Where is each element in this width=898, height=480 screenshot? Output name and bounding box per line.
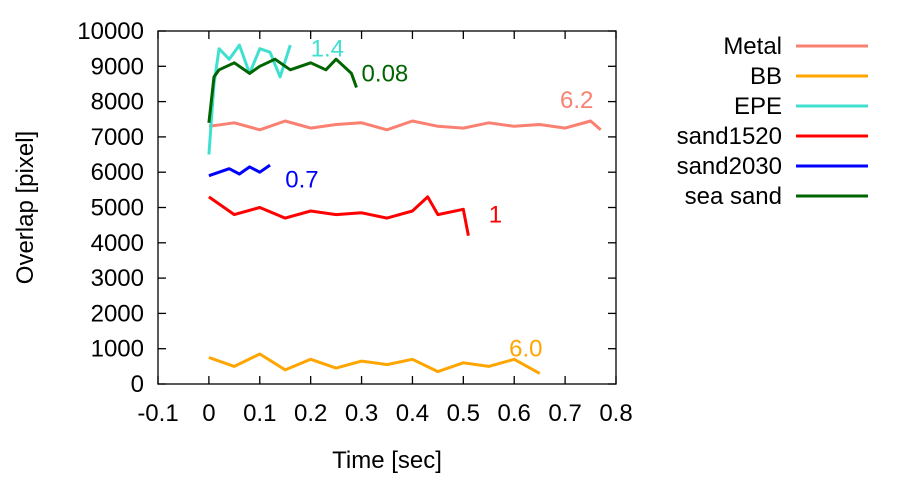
y-tick-label: 5000 [91, 195, 144, 222]
y-tick-label: 1000 [91, 336, 144, 363]
x-tick-label: 0 [202, 400, 215, 427]
y-tick-label: 6000 [91, 159, 144, 186]
x-tick-label: 0.2 [294, 400, 327, 427]
y-tick-label: 2000 [91, 300, 144, 327]
series-line-sea-sand [207, 57, 358, 123]
legend-label: sand1520 [677, 123, 782, 150]
legend-label: sea sand [685, 183, 782, 210]
x-tick-label: 0.8 [599, 400, 632, 427]
y-tick-label: 9000 [91, 53, 144, 80]
x-axis-label: Time [sec] [332, 447, 442, 474]
y-tick-label: 0 [131, 371, 144, 398]
y-tick-label: 8000 [91, 89, 144, 116]
x-tick-label: 0.5 [447, 400, 480, 427]
series-line-bb [208, 352, 541, 375]
x-tick-label: -0.1 [137, 400, 178, 427]
x-tick-label: 0.4 [396, 400, 429, 427]
series-annotation: 6.0 [509, 336, 542, 363]
series-annotation: 6.2 [560, 87, 593, 114]
y-tick-label: 10000 [77, 18, 144, 45]
series-annotation: 1 [489, 202, 502, 229]
y-tick-label: 4000 [91, 230, 144, 257]
legend-label: Metal [723, 33, 782, 60]
series-line-epe [207, 43, 292, 155]
legend: Metal BB EPE sand1520 sand2030 sea sand [677, 33, 868, 210]
x-tick-label: 0.1 [243, 400, 276, 427]
y-tick-label: 3000 [91, 265, 144, 292]
ticks-layer: -0.1 0 0.1 0.2 0.3 0.4 0.5 0.6 0.7 0.801000200030… [77, 18, 632, 427]
y-tick-label: 7000 [91, 124, 144, 151]
legend-label: sand2030 [677, 153, 782, 180]
x-tick-label: 0.6 [498, 400, 531, 427]
annotations-layer: 6.2 6.0 1.4 1 0.7 0.08 [285, 36, 593, 363]
series-layer [207, 43, 602, 375]
series-annotation: 1.4 [311, 36, 344, 63]
x-tick-label: 0.3 [345, 400, 378, 427]
series-annotation: 0.7 [285, 166, 318, 193]
series-line-sand2030 [208, 163, 271, 178]
x-tick-label: 0.7 [548, 400, 581, 427]
series-line-sand1520 [208, 195, 470, 236]
legend-label: EPE [734, 93, 782, 120]
y-axis-label: Overlap [pixel] [12, 131, 39, 284]
legend-label: BB [750, 63, 782, 90]
series-line-metal [208, 119, 602, 132]
series-annotation: 0.08 [362, 60, 409, 87]
